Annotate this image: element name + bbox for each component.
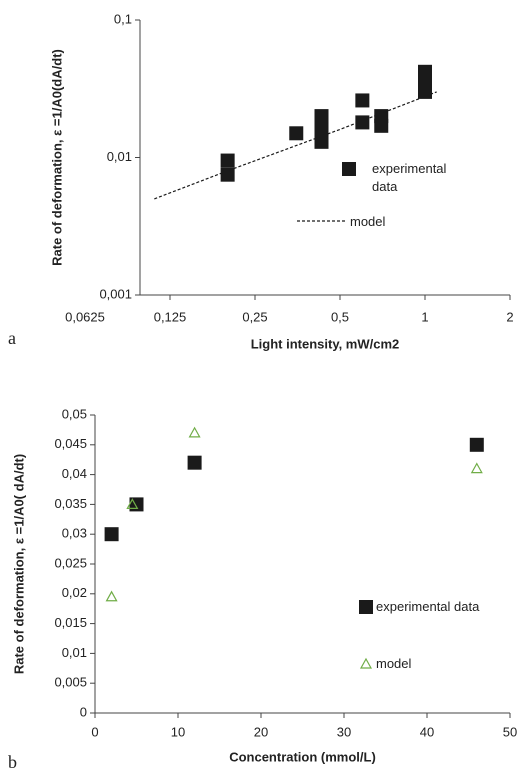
x-tick-label: 0,0625	[65, 309, 105, 324]
y-tick-label: 0,045	[54, 436, 87, 451]
x-tick-label: 0	[91, 724, 98, 739]
point	[418, 84, 432, 99]
y-tick-label: 0,05	[62, 406, 87, 421]
y-tick-label: 0,035	[54, 496, 87, 511]
x-tick-label: 2	[506, 309, 513, 324]
point	[314, 122, 329, 137]
point	[314, 134, 329, 149]
x-tick-label: 0,5	[331, 309, 349, 324]
point	[289, 126, 304, 141]
y-tick-label: 0,02	[62, 585, 87, 600]
legend-marker	[342, 162, 356, 176]
point	[220, 153, 235, 168]
x-tick-label: 50	[503, 724, 517, 739]
x-axis-title: Light intensity, mW/cm2	[251, 336, 400, 351]
x-tick-label: 40	[420, 724, 434, 739]
y-tick-label: 0,03	[62, 526, 87, 541]
legend-label: experimental data	[372, 161, 447, 194]
point	[418, 64, 432, 79]
panel-label: b	[8, 752, 17, 772]
point	[314, 109, 329, 124]
y-axis-title: Rate of deformation, ε =1/A0( dA/dt)	[11, 454, 26, 674]
y-tick-label: 0,001	[99, 286, 132, 301]
legend-label: model	[376, 656, 412, 671]
x-tick-label: 1	[421, 309, 428, 324]
y-tick-label: 0,015	[54, 615, 87, 630]
point	[470, 462, 483, 474]
x-tick-label: 0,125	[154, 309, 187, 324]
x-tick-label: 10	[171, 724, 185, 739]
x-tick-label: 20	[254, 724, 268, 739]
point	[187, 455, 202, 470]
y-axis-title: Rate of deformation, ε =1/A0(dA/dt)	[49, 49, 64, 266]
panel-label: a	[8, 328, 16, 348]
y-tick-label: 0,005	[54, 675, 87, 690]
y-tick-label: 0,01	[107, 149, 132, 164]
x-tick-label: 0,25	[242, 309, 267, 324]
point	[188, 426, 201, 438]
point	[469, 437, 484, 452]
point	[129, 497, 144, 512]
model-line	[154, 91, 437, 200]
y-tick-label: 0,1	[114, 11, 132, 26]
point	[374, 118, 389, 133]
point	[126, 498, 139, 509]
legend-marker	[359, 657, 373, 669]
y-tick-label: 0,04	[62, 466, 87, 481]
legend-marker	[359, 600, 373, 614]
y-tick-label: 0	[80, 704, 87, 719]
y-tick-label: 0,01	[62, 645, 87, 660]
legend-label: model	[350, 214, 386, 229]
point	[220, 167, 235, 182]
x-tick-label: 30	[337, 724, 351, 739]
y-tick-label: 0,025	[54, 555, 87, 570]
x-axis-title: Concentration (mmol/L)	[229, 749, 376, 764]
point	[105, 590, 118, 602]
point	[104, 527, 119, 542]
point	[355, 93, 370, 108]
legend-label: experimental data	[376, 599, 480, 614]
